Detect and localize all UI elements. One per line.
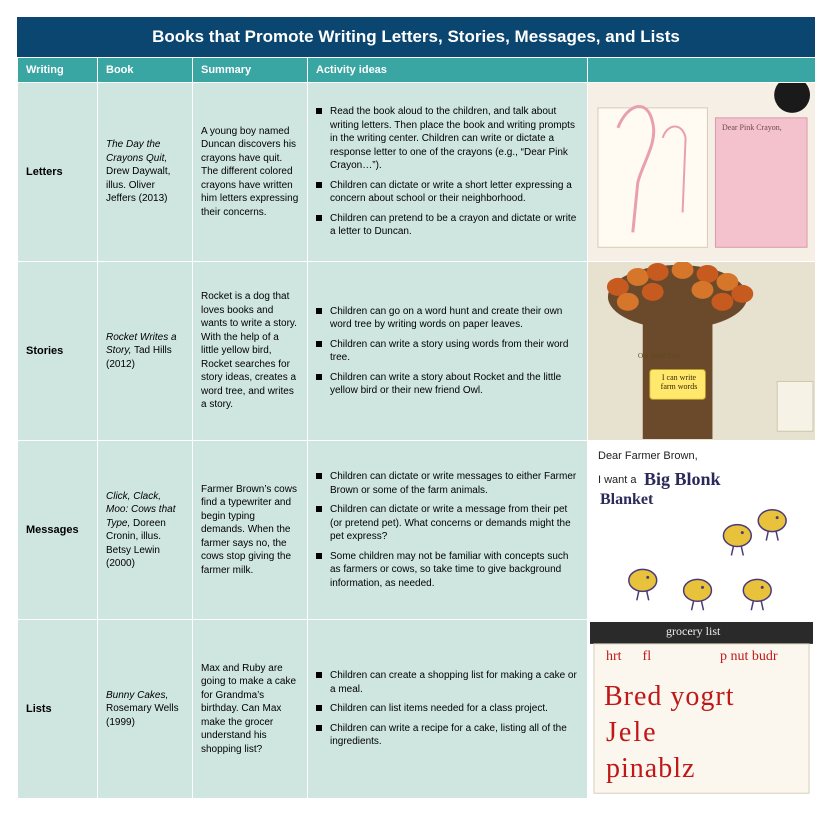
books-table-frame: Books that Promote Writing Letters, Stor…	[16, 16, 816, 800]
cell-book: Click, Clack, Moo: Cows that Type, Doree…	[98, 441, 193, 620]
header-image	[588, 58, 816, 83]
table-row: MessagesClick, Clack, Moo: Cows that Typ…	[18, 441, 816, 620]
activity-item: Children can dictate or write messages t…	[316, 470, 579, 497]
cell-image: Dear Pink Crayon,	[588, 83, 816, 262]
book-title: The Day the Crayons Quit,	[106, 139, 167, 164]
activity-item: Children can write a story about Rocket …	[316, 371, 579, 398]
table-row: LettersThe Day the Crayons Quit, Drew Da…	[18, 83, 816, 262]
cell-activities: Children can create a shopping list for …	[308, 620, 588, 799]
cell-book: The Day the Crayons Quit, Drew Daywalt, …	[98, 83, 193, 262]
cell-writing: Messages	[18, 441, 98, 620]
header-summary: Summary	[193, 58, 308, 83]
cell-image: grocery list hrt fl p nut budr Bred yogr…	[588, 620, 816, 799]
header-activity: Activity ideas	[308, 58, 588, 83]
image-lists: grocery list hrt fl p nut budr Bred yogr…	[588, 620, 815, 798]
cell-summary: Rocket is a dog that loves books and wan…	[193, 262, 308, 441]
activity-item: Children can write a recipe for a cake, …	[316, 722, 579, 749]
activity-item: Read the book aloud to the children, and…	[316, 105, 579, 173]
cell-writing: Letters	[18, 83, 98, 262]
image-messages: Dear Farmer Brown, I want a Big Blonk Bl…	[588, 441, 815, 619]
cell-summary: Max and Ruby are going to make a cake fo…	[193, 620, 308, 799]
book-meta: Rosemary Wells (1999)	[106, 703, 179, 728]
cell-summary: A young boy named Duncan discovers his c…	[193, 83, 308, 262]
cell-image: Our Word Tree I can write farm words	[588, 262, 816, 441]
cell-summary: Farmer Brown’s cows find a typewriter an…	[193, 441, 308, 620]
activity-list: Children can go on a word hunt and creat…	[316, 305, 579, 398]
activity-item: Children can dictate or write a message …	[316, 503, 579, 544]
activity-item: Some children may not be familiar with c…	[316, 550, 579, 591]
image-stories: Our Word Tree I can write farm words	[588, 262, 815, 440]
books-table: Writing Book Summary Activity ideas Lett…	[17, 57, 816, 799]
activity-item: Children can list items needed for a cla…	[316, 702, 579, 716]
activity-item: Children can go on a word hunt and creat…	[316, 305, 579, 332]
activity-item: Children can create a shopping list for …	[316, 669, 579, 696]
cell-activities: Children can go on a word hunt and creat…	[308, 262, 588, 441]
table-row: StoriesRocket Writes a Story, Tad Hills …	[18, 262, 816, 441]
activity-item: Children can pretend to be a crayon and …	[316, 212, 579, 239]
activity-list: Read the book aloud to the children, and…	[316, 105, 579, 239]
book-meta: Drew Daywalt, illus. Oliver Jeffers (201…	[106, 166, 170, 204]
cell-book: Bunny Cakes, Rosemary Wells (1999)	[98, 620, 193, 799]
book-title: Bunny Cakes,	[106, 690, 168, 701]
header-writing: Writing	[18, 58, 98, 83]
activity-item: Children can dictate or write a short le…	[316, 179, 579, 206]
image-letters: Dear Pink Crayon,	[588, 83, 815, 261]
cell-writing: Lists	[18, 620, 98, 799]
table-title: Books that Promote Writing Letters, Stor…	[17, 17, 815, 57]
activity-item: Children can write a story using words f…	[316, 338, 579, 365]
activity-list: Children can dictate or write messages t…	[316, 470, 579, 590]
cell-writing: Stories	[18, 262, 98, 441]
activity-list: Children can create a shopping list for …	[316, 669, 579, 749]
cell-image: Dear Farmer Brown, I want a Big Blonk Bl…	[588, 441, 816, 620]
cell-book: Rocket Writes a Story, Tad Hills (2012)	[98, 262, 193, 441]
table-row: ListsBunny Cakes, Rosemary Wells (1999)M…	[18, 620, 816, 799]
cell-activities: Children can dictate or write messages t…	[308, 441, 588, 620]
header-book: Book	[98, 58, 193, 83]
cell-activities: Read the book aloud to the children, and…	[308, 83, 588, 262]
header-row: Writing Book Summary Activity ideas	[18, 58, 816, 83]
